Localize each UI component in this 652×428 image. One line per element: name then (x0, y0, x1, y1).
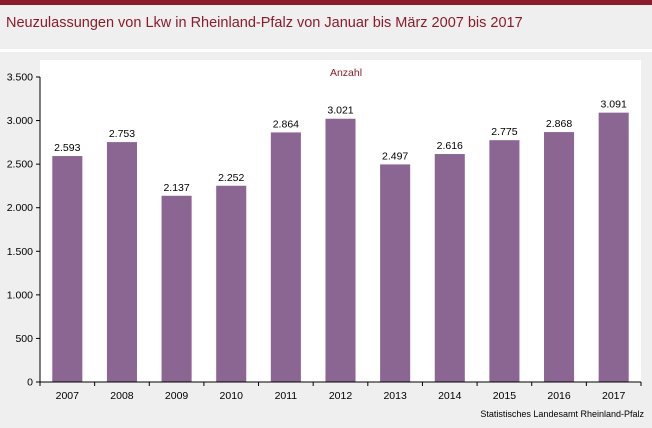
y-tick-label: 3.500 (7, 72, 33, 84)
y-tick-label: 0 (27, 377, 33, 389)
y-tick-label: 1.000 (7, 289, 33, 301)
value-label-2017: 3.091 (601, 99, 627, 111)
bar-2015 (489, 140, 520, 382)
y-tick-label: 2.000 (7, 202, 33, 214)
y-tick-label: 2.500 (7, 159, 33, 171)
value-label-2015: 2.775 (491, 126, 517, 138)
x-tick-label-2014: 2014 (438, 390, 462, 402)
bar-2013 (380, 164, 411, 382)
value-label-2010: 2.252 (218, 172, 244, 184)
x-tick-label-2010: 2010 (220, 390, 244, 402)
value-labels: 2.593 2.753 2.137 2.252 2.864 3.021 2.497 2.616… (54, 99, 627, 194)
x-tick-label-2007: 2007 (56, 390, 80, 402)
bar-2009 (161, 195, 192, 382)
bar-2014 (434, 154, 465, 382)
x-tick-label-2009: 2009 (165, 390, 189, 402)
y-tick-label: 3.000 (7, 115, 33, 127)
value-label-2011: 2.864 (273, 118, 299, 130)
source-credit: Statistisches Landesamt Rheinland-Pfalz (480, 409, 644, 419)
bar-2017 (598, 112, 629, 383)
x-tick-label-2016: 2016 (547, 390, 571, 402)
bar-2008 (106, 142, 137, 382)
bars (52, 112, 629, 383)
y-tick-label: 500 (15, 333, 33, 345)
value-label-2009: 2.137 (163, 182, 189, 194)
y-tick-label: 1.500 (7, 246, 33, 258)
title-separator (0, 49, 652, 52)
value-label-2013: 2.497 (382, 150, 408, 162)
x-tick-label-2008: 2008 (110, 390, 134, 402)
top-accent-rule (0, 0, 652, 5)
x-tick-label-2015: 2015 (493, 390, 517, 402)
value-label-2014: 2.616 (437, 140, 463, 152)
value-label-2016: 2.868 (546, 118, 572, 130)
x-tick-label-2012: 2012 (329, 390, 353, 402)
x-tick-label-2013: 2013 (383, 390, 407, 402)
bar-2012 (325, 118, 356, 383)
bar-2011 (270, 132, 301, 382)
bar-2016 (544, 132, 575, 382)
x-tick-label-2011: 2011 (275, 390, 298, 402)
value-label-2008: 2.753 (109, 128, 135, 140)
chart-title: Neuzulassungen von Lkw in Rheinland-Pfal… (6, 15, 523, 31)
unit-label: Anzahl (330, 67, 362, 79)
bar-2007 (52, 156, 83, 382)
bar-2010 (216, 185, 247, 382)
x-tick-label-2017: 2017 (602, 390, 626, 402)
x-axis: 2007 2008 2009 2010 2011 2012 2013 2014 2015 2016… (39, 381, 642, 402)
y-axis: 0 500 1.000 1.500 2.000 2.500 3.000 3.500 (7, 72, 41, 389)
value-label-2012: 3.021 (327, 105, 353, 117)
value-label-2007: 2.593 (54, 142, 80, 154)
